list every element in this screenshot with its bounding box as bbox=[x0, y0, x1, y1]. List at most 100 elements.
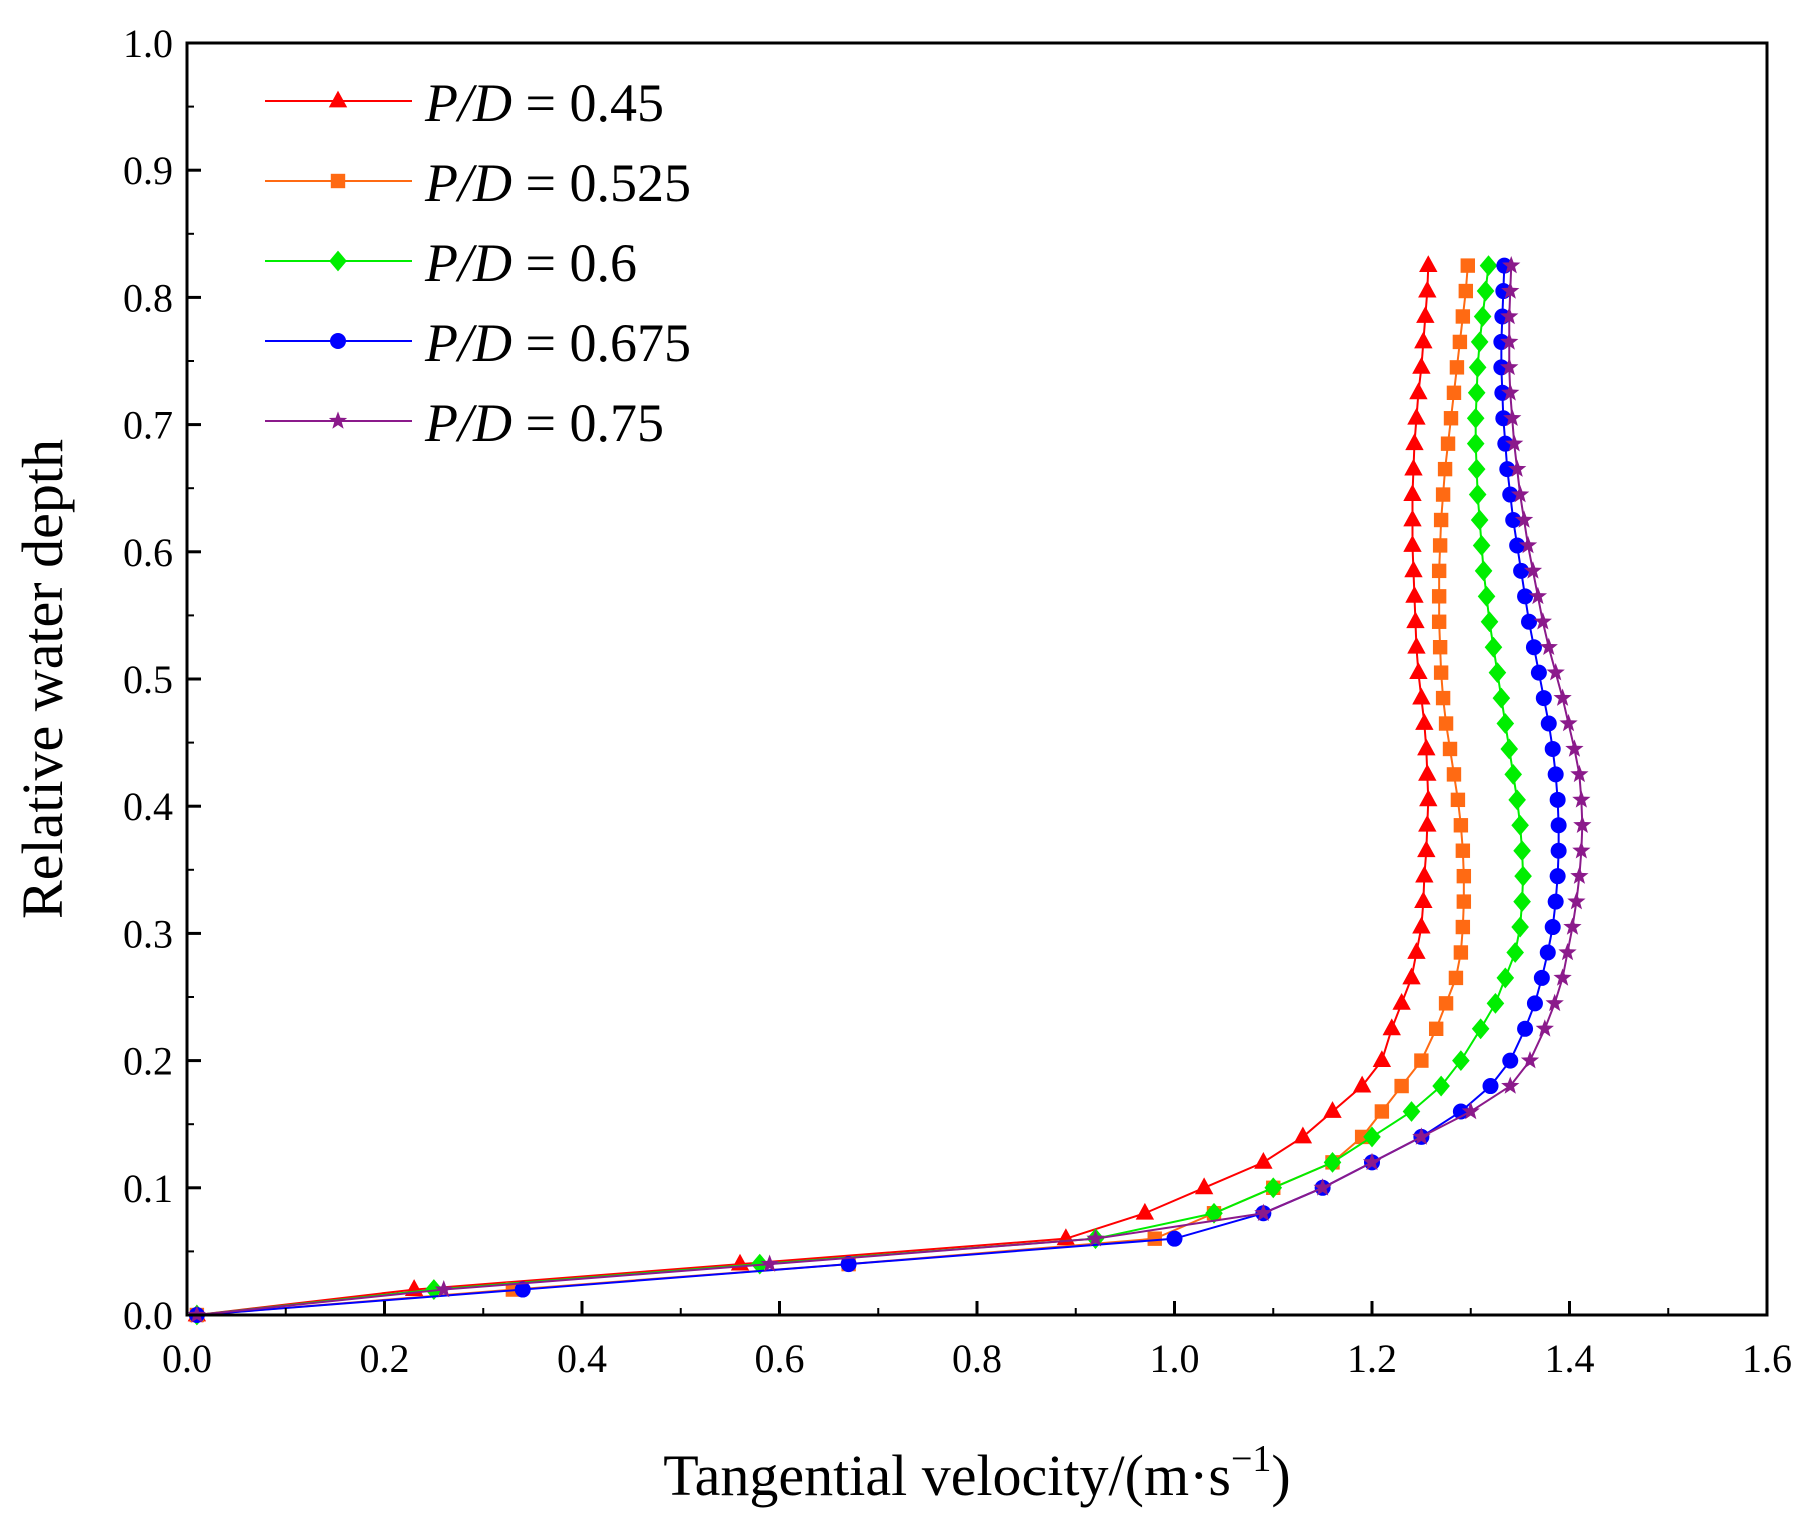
data-point-0.75-38 bbox=[1500, 332, 1519, 350]
data-point-0.675-15 bbox=[1544, 919, 1561, 936]
data-point-0.525-30 bbox=[1432, 538, 1448, 553]
legend-label-0.525: P/D = 0.525 bbox=[424, 153, 691, 213]
data-point-0.675-32 bbox=[1502, 486, 1519, 503]
data-point-0.75-1 bbox=[434, 1279, 453, 1298]
data-point-0.45-17 bbox=[1415, 865, 1434, 883]
data-point-0.525-23 bbox=[1438, 716, 1454, 731]
data-point-0.45-31 bbox=[1403, 509, 1422, 527]
data-point-0.6-29 bbox=[1474, 560, 1493, 582]
legend-label-prefix: P/D bbox=[424, 233, 512, 293]
data-point-0.75-41 bbox=[1502, 256, 1521, 274]
legend-label-0.675: P/D = 0.675 bbox=[424, 313, 691, 373]
y-tick-label-0.0: 0.0 bbox=[123, 1293, 173, 1338]
data-point-0.525-17 bbox=[1456, 868, 1472, 884]
data-point-0.525-26 bbox=[1432, 640, 1448, 655]
data-point-0.675-24 bbox=[1535, 690, 1552, 707]
x-axis-label-close: ) bbox=[1271, 1443, 1290, 1508]
data-point-0.6-33 bbox=[1467, 458, 1486, 480]
data-point-0.6-32 bbox=[1468, 484, 1487, 505]
data-point-0.525-41 bbox=[1460, 258, 1475, 273]
data-point-0.6-13 bbox=[1496, 967, 1515, 989]
data-point-0.6-10 bbox=[1452, 1050, 1470, 1071]
data-point-0.45-39 bbox=[1416, 306, 1435, 323]
data-point-0.6-17 bbox=[1514, 865, 1532, 887]
data-point-0.6-21 bbox=[1504, 764, 1523, 785]
data-point-0.75-21 bbox=[1570, 764, 1589, 783]
data-point-0.45-16 bbox=[1414, 891, 1433, 908]
data-point-0.6-1 bbox=[425, 1279, 443, 1300]
data-point-0.6-27 bbox=[1480, 611, 1499, 633]
data-point-0.45-36 bbox=[1409, 382, 1428, 400]
data-point-0.6-25 bbox=[1488, 662, 1507, 684]
y-tick-label-0.8: 0.8 bbox=[123, 275, 173, 320]
legend-label-value: = 0.6 bbox=[512, 233, 637, 293]
legend-marker-0.525 bbox=[330, 173, 346, 189]
data-point-0.675-12 bbox=[1526, 995, 1543, 1012]
data-point-0.75-35 bbox=[1503, 408, 1522, 427]
data-point-0.675-16 bbox=[1547, 893, 1564, 910]
data-point-0.6-26 bbox=[1484, 636, 1503, 658]
x-tick-label-0.2: 0.2 bbox=[360, 1336, 410, 1381]
data-point-0.675-23 bbox=[1540, 715, 1557, 732]
data-point-0.525-24 bbox=[1435, 690, 1451, 706]
data-point-0.6-41 bbox=[1479, 255, 1498, 276]
data-point-0.45-21 bbox=[1418, 764, 1437, 781]
legend-marker-0.45 bbox=[328, 90, 348, 108]
data-point-0.675-31 bbox=[1505, 512, 1522, 528]
data-point-0.6-15 bbox=[1511, 916, 1529, 938]
data-point-0.45-22 bbox=[1417, 738, 1436, 756]
data-point-0.6-11 bbox=[1471, 1018, 1490, 1040]
data-point-0.45-13 bbox=[1402, 967, 1421, 985]
data-point-0.75-13 bbox=[1553, 968, 1572, 986]
data-point-0.525-14 bbox=[1453, 945, 1469, 960]
data-point-0.75-2 bbox=[760, 1254, 779, 1272]
data-point-0.45-23 bbox=[1415, 713, 1434, 730]
data-point-0.525-18 bbox=[1455, 843, 1471, 858]
y-tick-label-0.1: 0.1 bbox=[123, 1166, 173, 1211]
data-point-0.6-40 bbox=[1476, 280, 1495, 302]
legend-label-prefix: P/D bbox=[424, 153, 512, 213]
data-point-0.75-34 bbox=[1505, 434, 1524, 452]
y-tick-label-0.2: 0.2 bbox=[123, 1039, 173, 1084]
data-point-0.675-2 bbox=[840, 1256, 857, 1273]
data-point-0.525-21 bbox=[1446, 767, 1462, 782]
data-point-0.525-3 bbox=[1147, 1231, 1162, 1246]
legend-label-value: = 0.525 bbox=[512, 153, 691, 213]
data-point-0.6-8 bbox=[1402, 1101, 1421, 1122]
data-point-0.75-23 bbox=[1559, 713, 1578, 732]
data-point-0.45-20 bbox=[1419, 789, 1438, 807]
data-point-0.75-24 bbox=[1553, 688, 1572, 706]
x-tick-label-0.4: 0.4 bbox=[557, 1336, 607, 1381]
data-point-0.45-29 bbox=[1404, 560, 1423, 578]
data-point-0.45-9 bbox=[1352, 1075, 1372, 1093]
data-point-0.75-32 bbox=[1510, 484, 1530, 503]
data-point-0.6-36 bbox=[1467, 382, 1486, 404]
data-point-0.6-18 bbox=[1513, 840, 1531, 862]
data-point-0.525-8 bbox=[1374, 1104, 1390, 1119]
data-point-0.675-26 bbox=[1525, 639, 1542, 656]
data-point-0.525-32 bbox=[1435, 487, 1451, 502]
data-point-0.525-38 bbox=[1452, 334, 1468, 350]
data-point-0.525-31 bbox=[1433, 512, 1449, 528]
data-point-0.675-17 bbox=[1549, 868, 1566, 885]
x-tick-label-0.8: 0.8 bbox=[952, 1336, 1002, 1381]
data-point-0.675-9 bbox=[1482, 1078, 1499, 1095]
data-point-0.675-25 bbox=[1530, 664, 1547, 681]
data-point-0.45-14 bbox=[1407, 942, 1426, 959]
data-point-0.75-37 bbox=[1500, 357, 1519, 376]
legend-label-0.6: P/D = 0.6 bbox=[424, 233, 637, 293]
data-point-0.675-28 bbox=[1517, 588, 1534, 605]
data-point-0.675-33 bbox=[1499, 461, 1516, 478]
data-point-0.6-19 bbox=[1511, 814, 1529, 836]
data-point-0.525-13 bbox=[1448, 970, 1464, 986]
legend-item-0.525: P/D = 0.525 bbox=[265, 153, 691, 213]
data-point-0.525-40 bbox=[1458, 283, 1474, 299]
data-point-0.75-11 bbox=[1535, 1019, 1554, 1037]
legend-item-0.675: P/D = 0.675 bbox=[265, 313, 691, 373]
data-point-0.6-5 bbox=[1264, 1177, 1283, 1199]
data-point-0.525-12 bbox=[1438, 996, 1454, 1011]
data-point-0.675-14 bbox=[1539, 944, 1556, 961]
data-point-0.525-10 bbox=[1414, 1053, 1429, 1068]
